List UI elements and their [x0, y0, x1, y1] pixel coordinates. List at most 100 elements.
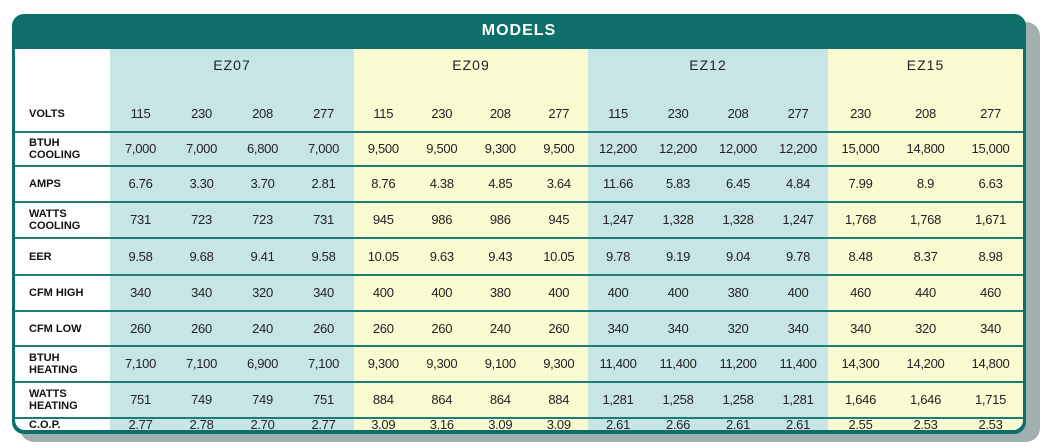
table-cell: 11.66 [602, 176, 634, 191]
table-cell: 7,000 [185, 141, 218, 156]
table-cell: 260 [372, 320, 394, 336]
table-cell: 2.77 [311, 416, 336, 431]
row-label-line: WATTS [29, 388, 67, 400]
table-cell: 2.61 [605, 416, 631, 431]
row-label-line: C.O.P. [29, 418, 61, 431]
table-cell: 7,000 [307, 141, 340, 156]
table-cell: 8.98 [978, 248, 1003, 264]
volts-cell: 230 [850, 106, 871, 121]
table-cell: 8.9 [916, 176, 935, 191]
model-band-ez15 [828, 49, 1023, 430]
row-divider [15, 274, 1023, 276]
table-cell: 1,768 [844, 212, 877, 227]
table-cell: 260 [548, 320, 570, 336]
table-cell: 2.77 [128, 416, 153, 431]
volts-cell: 277 [313, 106, 334, 121]
table-cell: 884 [548, 392, 570, 407]
table-cell: 340 [130, 285, 151, 300]
table-cell: 3.16 [429, 416, 454, 431]
table-cell: 1,646 [844, 392, 877, 407]
model-band-ez07 [110, 49, 354, 430]
table-cell: 3.09 [488, 416, 513, 431]
table-cell: 340 [667, 320, 689, 336]
row-divider [15, 417, 1023, 419]
table-cell: 2.66 [665, 416, 691, 431]
table-cell: 723 [252, 212, 273, 227]
table-cell: 12,200 [659, 141, 697, 156]
table-body: EZ07 EZ09 EZ12 EZ15 VOLTS 115 230 208 277 115 230 2… [15, 49, 1023, 430]
table-cell: 9,300 [543, 356, 575, 371]
table-cell: 440 [915, 285, 936, 300]
table-cell: 7.99 [848, 176, 873, 191]
model-header: EZ07 [213, 57, 251, 73]
table-cell: 460 [850, 285, 871, 300]
table-cell: 4.85 [488, 176, 513, 191]
table-cell: 2.70 [250, 416, 275, 431]
table-cell: 9.41 [250, 248, 275, 264]
table-cell: 1,258 [722, 392, 754, 407]
row-label-volts: VOLTS [29, 108, 65, 120]
row-divider [15, 237, 1023, 239]
volts-cell: 230 [667, 106, 689, 121]
table-cell: 7,100 [185, 356, 218, 371]
row-label: BTUH HEATING [29, 352, 78, 376]
row-divider [15, 381, 1023, 383]
table-cell: 2.55 [848, 416, 873, 431]
table-cell: 4.38 [429, 176, 454, 191]
table-cell: 240 [489, 320, 511, 336]
model-band-ez12 [588, 49, 828, 430]
table-cell: 12,200 [599, 141, 637, 156]
table-cell: 12,000 [719, 141, 757, 156]
table-cell: 3.09 [371, 416, 396, 431]
row-label: C.O.P. [29, 419, 61, 431]
table-cell: 9.19 [665, 248, 691, 264]
table-cell: 1,671 [974, 212, 1007, 227]
table-cell: 460 [980, 285, 1001, 300]
table-cell: 3.30 [189, 176, 214, 191]
model-header: EZ12 [689, 57, 727, 73]
table-cell: 749 [252, 392, 273, 407]
table-cell: 4.84 [785, 176, 811, 191]
volts-cell: 277 [980, 106, 1001, 121]
table-cell: 14,300 [841, 356, 880, 371]
row-label-line: COOLING [29, 149, 81, 161]
table-cell: 380 [727, 285, 749, 300]
row-label: AMPS [29, 178, 61, 190]
table-cell: 3.70 [250, 176, 275, 191]
table-cell: 340 [313, 285, 334, 300]
table-cell: 9.63 [429, 248, 454, 264]
table-cell: 3.64 [546, 176, 571, 191]
table-cell: 731 [313, 212, 334, 227]
table-cell: 2.78 [189, 416, 214, 431]
volts-cell: 115 [373, 106, 394, 121]
volts-cell: 277 [548, 106, 570, 121]
table-cell: 6,800 [246, 141, 279, 156]
table-cell: 9,100 [484, 356, 516, 371]
table-cell: 340 [787, 320, 809, 336]
table-cell: 9,500 [543, 141, 575, 156]
table-cell: 6.45 [725, 176, 751, 191]
table-cell: 260 [191, 320, 212, 336]
volts-cell: 115 [130, 106, 151, 121]
table-cell: 400 [431, 285, 453, 300]
row-label: EER [29, 251, 52, 263]
table-cell: 6,900 [246, 356, 279, 371]
table-cell: 10.05 [543, 248, 575, 264]
table-cell: 340 [980, 320, 1001, 336]
row-label: CFM HIGH [29, 287, 83, 299]
table-cell: 3.09 [546, 416, 571, 431]
table-cell: 8.48 [848, 248, 873, 264]
row-label-line: HEATING [29, 400, 78, 412]
table-cell: 14,200 [906, 356, 945, 371]
table-cell: 7,000 [124, 141, 157, 156]
table-cell: 14,800 [971, 356, 1010, 371]
table-cell: 15,000 [841, 141, 880, 156]
table-cell: 11,400 [659, 356, 697, 371]
table-cell: 15,000 [971, 141, 1010, 156]
table-cell: 9,300 [426, 356, 458, 371]
row-divider [15, 345, 1023, 347]
table-cell: 9.68 [189, 248, 214, 264]
table-cell: 380 [489, 285, 511, 300]
row-label-line: HEATING [29, 364, 78, 376]
row-label: WATTS COOLING [29, 208, 80, 232]
